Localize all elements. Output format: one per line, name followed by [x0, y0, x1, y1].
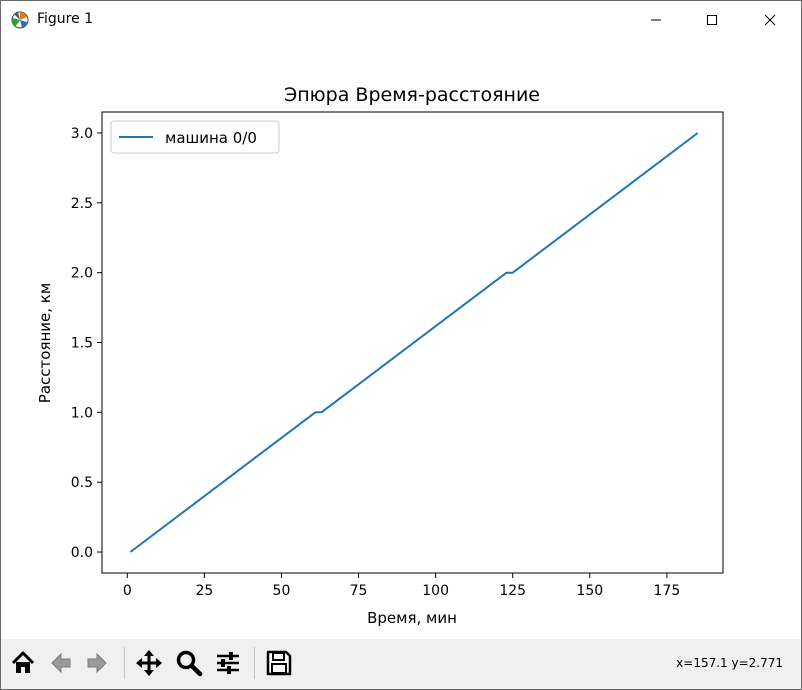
chart: Эпюра Время-расстояние 0 25 50 75 100 125 150 1…	[36, 84, 724, 627]
x-tick-label: 50	[273, 583, 291, 599]
arrow-left-icon	[51, 652, 71, 674]
navigation-toolbar: x=157.1 y=2.771	[1, 639, 801, 689]
x-tick-label: 150	[576, 583, 603, 599]
pan-button[interactable]	[133, 646, 165, 680]
figure-canvas[interactable]: Эпюра Время-расстояние 0 25 50 75 100 125 150 1…	[1, 39, 801, 639]
x-axis-ticks: 0 25 50 75 100 125 150 175	[123, 573, 680, 599]
x-tick-label: 0	[123, 583, 132, 599]
y-tick-label: 1.5	[71, 336, 93, 352]
y-tick-label: 0.0	[71, 545, 93, 561]
toolbar-separator	[124, 647, 125, 679]
back-button[interactable]	[45, 646, 77, 680]
x-tick-label: 25	[195, 583, 213, 599]
x-tick-label: 75	[350, 583, 368, 599]
window-title: Figure 1	[37, 11, 94, 27]
move-icon	[136, 650, 162, 676]
sliders-icon	[217, 652, 239, 674]
series-line	[129, 132, 699, 553]
save-button[interactable]	[263, 646, 295, 680]
floppy-disk-icon	[266, 650, 292, 676]
x-tick-label: 175	[654, 583, 681, 599]
y-tick-label: 1.0	[71, 405, 93, 421]
x-axis-label: Время, мин	[367, 609, 457, 627]
title-bar[interactable]: Figure 1	[1, 1, 801, 39]
x-tick-label: 125	[499, 583, 526, 599]
zoom-button[interactable]	[173, 646, 205, 680]
y-axis-label: Расстояние, км	[36, 283, 54, 403]
minimize-icon	[651, 19, 661, 21]
close-button[interactable]	[747, 1, 793, 39]
cursor-coordinates: x=157.1 y=2.771	[676, 656, 783, 670]
minimize-button[interactable]	[633, 1, 679, 39]
close-icon	[764, 14, 776, 26]
configure-subplots-button[interactable]	[212, 646, 244, 680]
y-tick-label: 0.5	[71, 475, 93, 491]
magnifier-icon	[176, 650, 203, 677]
y-tick-label: 2.5	[71, 196, 93, 212]
arrow-right-icon	[87, 652, 107, 674]
y-tick-label: 3.0	[71, 126, 93, 142]
toolbar-separator	[254, 647, 255, 679]
y-axis-ticks: 0.0 0.5 1.0 1.5 2.0 2.5 3.0	[71, 126, 102, 561]
legend-label: машина 0/0	[165, 129, 257, 147]
chart-title: Эпюра Время-расстояние	[284, 84, 540, 106]
maximize-button[interactable]	[689, 1, 735, 39]
y-tick-label: 2.0	[71, 266, 93, 282]
x-tick-label: 100	[422, 583, 449, 599]
legend-box	[110, 120, 280, 154]
forward-button[interactable]	[81, 646, 113, 680]
legend: машина 0/0	[110, 120, 280, 154]
matplotlib-icon	[11, 11, 29, 29]
home-button[interactable]	[7, 646, 39, 680]
plot-lines	[129, 132, 699, 553]
home-icon	[11, 651, 35, 673]
maximize-icon	[707, 15, 717, 25]
